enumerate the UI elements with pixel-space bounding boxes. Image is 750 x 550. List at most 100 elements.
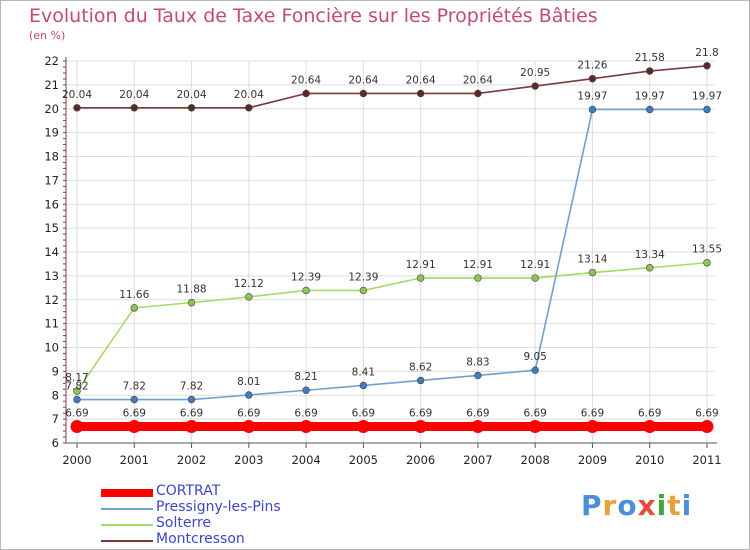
chart-unit-label: (en %) (29, 29, 66, 42)
data-label: 9.05 (523, 351, 546, 363)
series-point-3 (130, 104, 138, 112)
data-label: 12.91 (406, 259, 436, 271)
series-point-2 (245, 293, 253, 301)
series-point-0 (700, 420, 714, 434)
y-tick-label: 18 (44, 150, 59, 164)
series-point-3 (588, 74, 597, 83)
series-point-0 (414, 420, 428, 434)
data-label: 13.55 (692, 244, 722, 256)
series-point-1 (588, 105, 597, 114)
y-tick-label: 15 (44, 221, 59, 235)
series-point-2 (359, 286, 368, 295)
data-label: 6.69 (695, 408, 718, 420)
x-tick-label: 2008 (521, 453, 550, 467)
data-label: 20.64 (463, 74, 493, 86)
series-point-0 (528, 420, 542, 434)
series-point-0 (127, 420, 141, 434)
series-point-3 (531, 82, 539, 90)
series-point-2 (187, 298, 196, 307)
data-label: 19.97 (577, 90, 607, 102)
series-point-3 (359, 89, 368, 98)
x-tick-label: 2003 (234, 453, 263, 467)
data-label: 8.01 (237, 376, 260, 388)
y-tick-label: 19 (44, 126, 59, 140)
legend-label: CORTRAT (156, 483, 221, 499)
series-point-1 (245, 391, 253, 399)
series-point-2 (474, 274, 482, 282)
data-label: 12.91 (520, 259, 550, 271)
data-label: 12.12 (234, 278, 264, 290)
y-tick-label: 12 (44, 293, 59, 307)
series-point-2 (646, 264, 654, 272)
data-label: 20.64 (348, 74, 378, 86)
series-point-1 (302, 386, 310, 394)
series-point-1 (531, 366, 539, 374)
series-point-2 (302, 286, 310, 295)
x-tick-label: 2011 (692, 453, 721, 467)
data-label: 21.8 (695, 47, 718, 59)
legend-label: Montcresson (156, 531, 245, 547)
data-label: 11.88 (177, 284, 207, 296)
series-point-0 (643, 420, 657, 434)
data-label: 8.62 (409, 361, 432, 373)
series-point-0 (242, 420, 256, 434)
series-point-1 (73, 395, 81, 404)
proxiti-logo: Proxiti (581, 489, 693, 522)
y-tick-label: 11 (44, 317, 59, 331)
data-label: 6.69 (123, 408, 146, 420)
series-point-2 (130, 304, 138, 312)
data-label: 20.04 (177, 89, 207, 101)
series-point-0 (585, 420, 599, 434)
data-label: 6.69 (523, 408, 546, 420)
series-point-0 (185, 420, 199, 434)
series-line-3 (77, 64, 708, 109)
data-label: 19.97 (635, 90, 665, 102)
series-point-1 (130, 395, 138, 404)
series-point-0 (299, 420, 313, 434)
y-tick-label: 22 (44, 54, 59, 68)
y-tick-label: 20 (44, 102, 59, 116)
series-line-1 (77, 108, 707, 401)
data-label: 20.04 (234, 89, 264, 101)
data-label: 13.14 (577, 254, 607, 266)
y-tick-label: 16 (44, 197, 59, 211)
data-label: 6.69 (466, 408, 489, 420)
y-tick-label: 14 (44, 245, 59, 259)
data-label: 13.34 (635, 249, 665, 261)
y-tick-label: 9 (52, 364, 59, 378)
data-label: 6.69 (638, 408, 661, 420)
y-tick-label: 10 (44, 341, 59, 355)
data-label: 6.69 (409, 408, 432, 420)
data-label: 21.58 (635, 52, 665, 64)
series-point-1 (474, 371, 482, 380)
y-tick-label: 13 (44, 269, 59, 283)
legend-swatch (101, 540, 153, 542)
legend-label: Pressigny-les-Pins (156, 499, 281, 515)
y-tick-label: 8 (52, 388, 59, 402)
series-point-1 (416, 376, 425, 385)
series-point-3 (302, 89, 310, 98)
series-point-3 (187, 104, 196, 112)
data-label: 8.21 (294, 371, 317, 383)
data-label: 6.69 (352, 408, 375, 420)
series-point-3 (474, 89, 482, 98)
x-tick-label: 2001 (120, 453, 149, 467)
series-point-0 (356, 420, 370, 434)
series-point-2 (703, 259, 711, 267)
series-point-3 (416, 89, 425, 98)
data-label: 7.82 (123, 381, 146, 393)
legend-swatch (101, 508, 153, 510)
data-label: 20.64 (406, 74, 436, 86)
series-point-0 (70, 420, 84, 434)
series-point-2 (588, 268, 597, 277)
series-point-1 (187, 395, 196, 404)
data-label: 20.95 (520, 67, 550, 79)
series-point-2 (73, 387, 81, 395)
series-point-2 (531, 274, 539, 282)
x-tick-label: 2007 (463, 453, 492, 467)
data-label: 20.64 (291, 74, 321, 86)
data-label: 8.83 (466, 356, 489, 368)
x-tick-label: 2004 (291, 453, 320, 467)
